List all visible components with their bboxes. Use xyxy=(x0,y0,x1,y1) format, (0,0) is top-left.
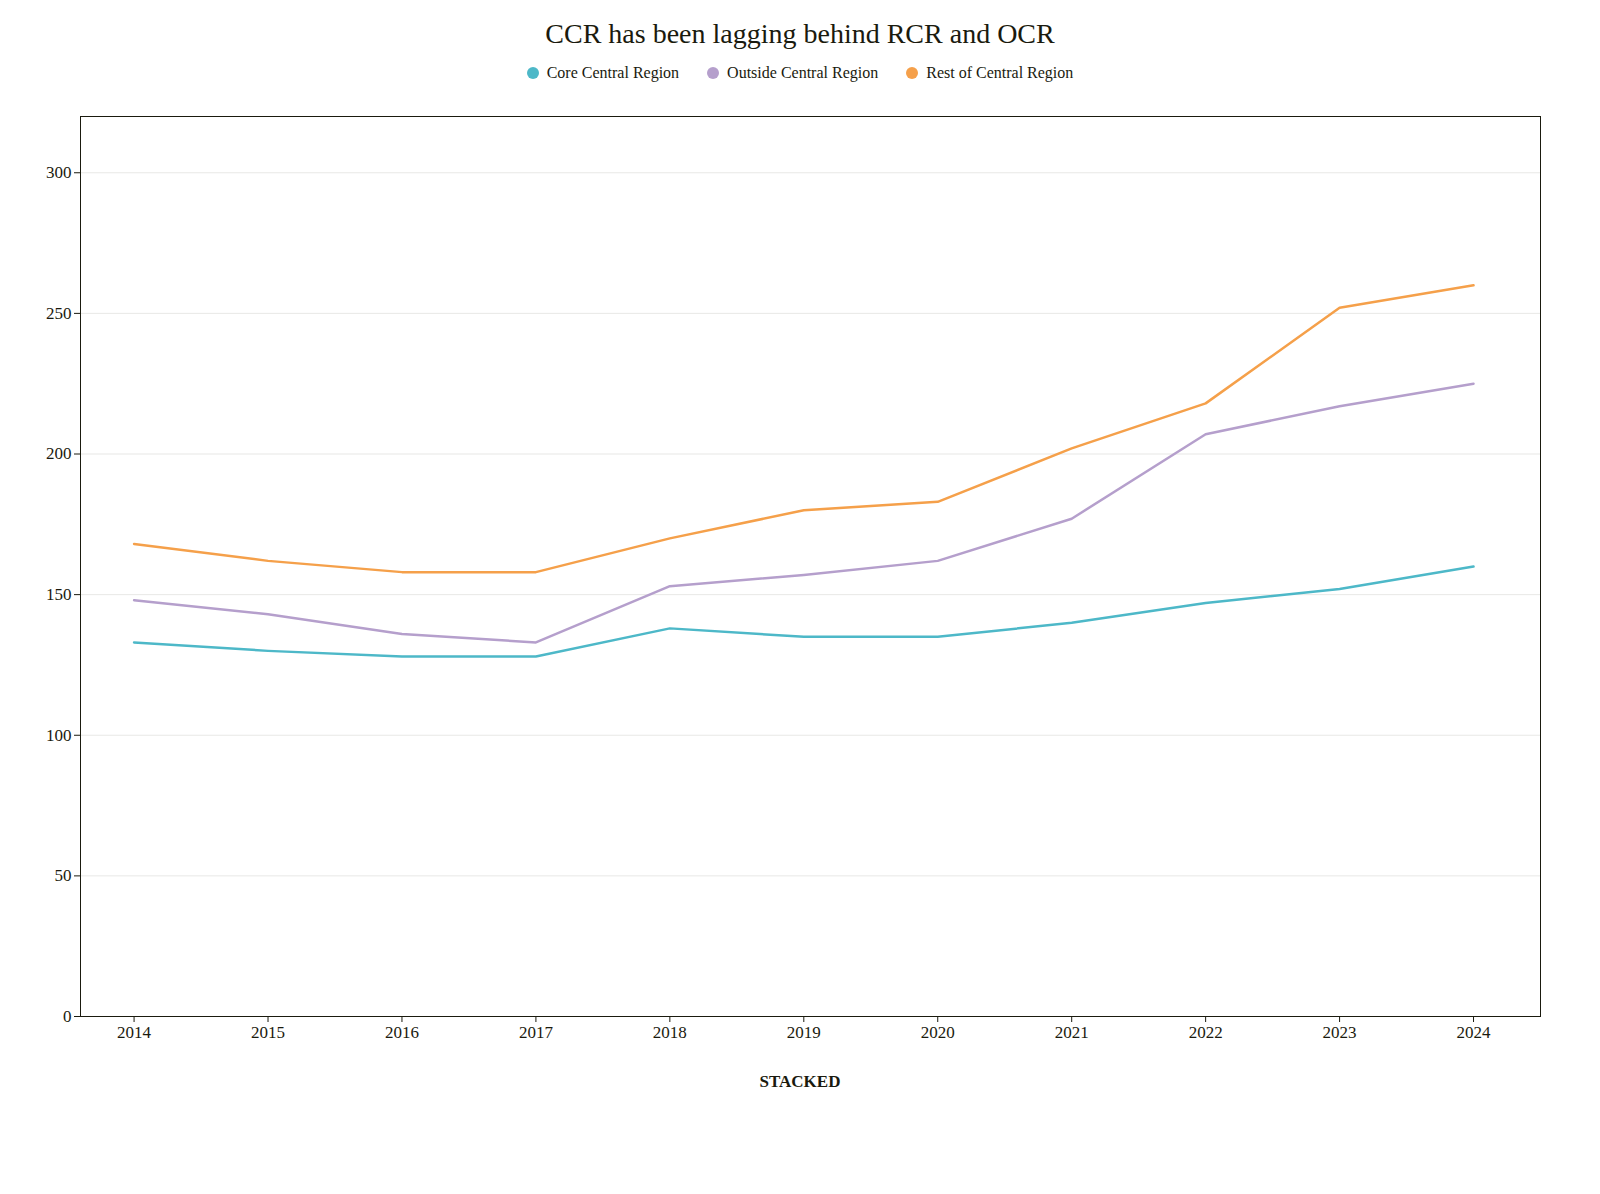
svg-text:50: 50 xyxy=(55,866,72,885)
html-text:Rest of Central Region: Rest of Central Region xyxy=(926,64,1074,81)
svg-text:100: 100 xyxy=(46,726,72,745)
svg-text:2015: 2015 xyxy=(251,1023,285,1042)
html-text:CCR has been lagging behind RC: CCR has been lagging behind RCR and OCR xyxy=(545,18,1055,49)
svg-text:2018: 2018 xyxy=(653,1023,687,1042)
svg-text:300: 300 xyxy=(46,163,72,182)
svg-text:0: 0 xyxy=(63,1007,72,1026)
svg-text:2019: 2019 xyxy=(787,1023,821,1042)
svg-text:2014: 2014 xyxy=(117,1023,152,1042)
html-text:Outside Central Region: Outside Central Region xyxy=(727,64,879,81)
svg-text:2016: 2016 xyxy=(385,1023,419,1042)
svg-text:250: 250 xyxy=(46,304,72,323)
svg-text:200: 200 xyxy=(46,444,72,463)
svg-text:2020: 2020 xyxy=(921,1023,955,1042)
html-text:Core Central Region: Core Central Region xyxy=(546,64,680,81)
svg-text:2024: 2024 xyxy=(1457,1023,1492,1042)
svg-text:2023: 2023 xyxy=(1323,1023,1357,1042)
svg-text:150: 150 xyxy=(46,585,72,604)
svg-text:2022: 2022 xyxy=(1189,1023,1223,1042)
svg-text:2017: 2017 xyxy=(519,1023,554,1042)
html-text:STACKED: STACKED xyxy=(759,1072,841,1091)
svg-text:2021: 2021 xyxy=(1055,1023,1089,1042)
